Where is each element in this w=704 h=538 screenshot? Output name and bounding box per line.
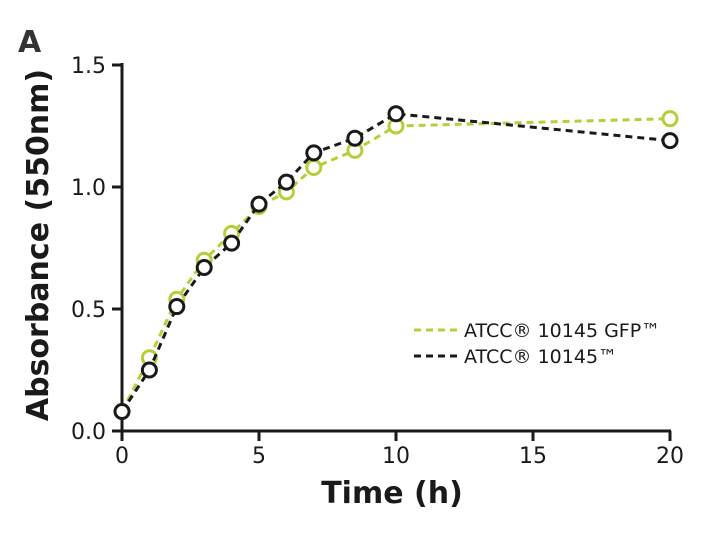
data-point: [661, 132, 679, 150]
y-tick-label: 1.0: [71, 176, 106, 201]
legend-label: ATCC® 10145™: [464, 346, 617, 368]
x-axis-title: Time (h): [321, 476, 463, 511]
series-layer: [113, 105, 679, 420]
data-point: [168, 298, 186, 316]
legend: ATCC® 10145 GFP™ ATCC® 10145™: [414, 320, 660, 368]
data-point: [140, 361, 158, 379]
data-point: [277, 173, 295, 191]
panel-label: A: [18, 25, 42, 60]
data-point: [305, 144, 323, 162]
series-line: [120, 112, 671, 413]
legend-label: ATCC® 10145 GFP™: [464, 320, 660, 342]
axes: 0.0 0.5 1.0 1.5 0 5 10 15 20: [71, 54, 684, 469]
data-point: [250, 195, 268, 213]
data-point: [113, 402, 131, 420]
y-axis-title: Absorbance (550nm): [21, 69, 56, 421]
x-tick-label: 10: [382, 444, 410, 469]
data-point: [387, 105, 405, 123]
x-tick-label: 5: [252, 444, 266, 469]
data-point: [195, 259, 213, 277]
y-tick-label: 1.5: [71, 54, 106, 79]
data-point: [305, 158, 323, 176]
x-tick-label: 20: [656, 444, 684, 469]
y-tick-label: 0.0: [71, 420, 106, 445]
series-line: [120, 117, 671, 413]
data-point: [661, 110, 679, 128]
x-tick-label: 0: [115, 444, 129, 469]
data-point: [346, 129, 364, 147]
series-1: [113, 105, 679, 420]
y-tick-label: 0.5: [71, 298, 106, 323]
data-point: [223, 234, 241, 252]
x-tick-label: 15: [519, 444, 547, 469]
